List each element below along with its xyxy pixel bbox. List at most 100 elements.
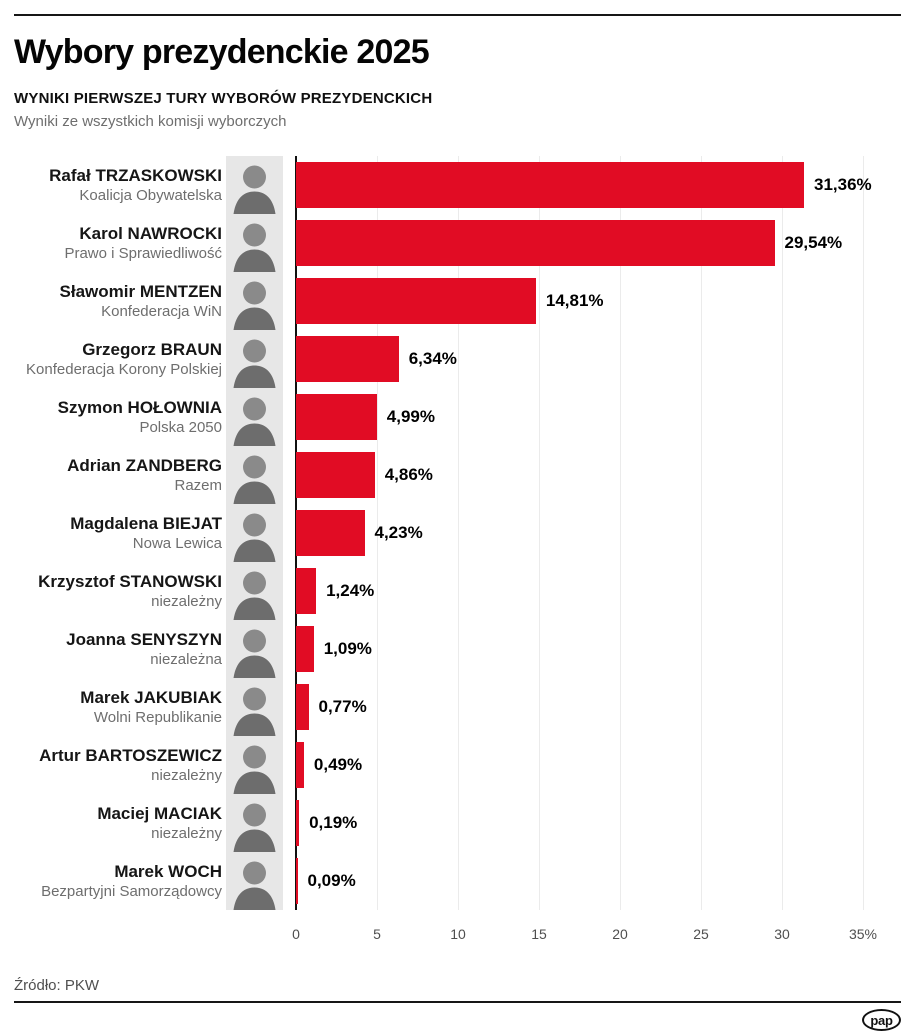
- bar-track: 31,36%: [296, 162, 915, 208]
- person-silhouette-icon: [226, 620, 283, 678]
- person-silhouette-icon: [226, 272, 283, 330]
- result-bar: [296, 858, 298, 904]
- candidate-party: Polska 2050: [139, 419, 222, 436]
- candidate-photo: [226, 504, 283, 562]
- candidate-name: Grzegorz BRAUN: [82, 340, 222, 359]
- vertical-gridline: [458, 156, 459, 910]
- vertical-gridline: [377, 156, 378, 910]
- candidate-labels: Grzegorz BRAUN Konfederacja Korony Polsk…: [14, 339, 222, 379]
- candidate-labels: Marek JAKUBIAK Wolni Republikanie: [14, 687, 222, 727]
- candidate-party: niezależna: [150, 651, 222, 668]
- candidate-name: Maciej MACIAK: [97, 804, 222, 823]
- bar-track: 0,77%: [296, 684, 915, 730]
- result-bar: [296, 162, 804, 208]
- result-value: 29,54%: [784, 233, 843, 252]
- vertical-gridline: [782, 156, 783, 910]
- candidate-row: Rafał TRZASKOWSKI Koalicja Obywatelska 3…: [0, 156, 915, 214]
- bar-track: 0,19%: [296, 800, 915, 846]
- candidate-name: Marek WOCH: [114, 862, 222, 881]
- page-title: Wybory prezydenckie 2025: [14, 33, 430, 71]
- x-tick-label: 10: [450, 926, 466, 942]
- candidate-row: Adrian ZANDBERG Razem 4,86%: [0, 446, 915, 504]
- candidate-row: Karol NAWROCKI Prawo i Sprawiedliwość 29…: [0, 214, 915, 272]
- result-value: 1,24%: [326, 581, 375, 600]
- candidate-row: Sławomir MENTZEN Konfederacja WiN 14,81%: [0, 272, 915, 330]
- result-value: 0,09%: [307, 871, 356, 890]
- bar-track: 1,09%: [296, 626, 915, 672]
- candidate-labels: Krzysztof STANOWSKI niezależny: [14, 571, 222, 611]
- chart-rows: Rafał TRZASKOWSKI Koalicja Obywatelska 3…: [0, 156, 915, 910]
- candidate-labels: Adrian ZANDBERG Razem: [14, 455, 222, 495]
- candidate-photo: [226, 272, 283, 330]
- result-bar: [296, 452, 375, 498]
- result-value: 6,34%: [408, 349, 457, 368]
- candidate-photo: [226, 678, 283, 736]
- candidate-party: Nowa Lewica: [132, 535, 222, 552]
- result-bar: [296, 568, 317, 614]
- source-note: Źródło: PKW: [14, 977, 100, 994]
- candidate-photo: [226, 446, 283, 504]
- vertical-gridline: [701, 156, 702, 910]
- candidate-labels: Sławomir MENTZEN Konfederacja WiN: [14, 281, 222, 321]
- result-bar: [296, 800, 300, 846]
- bar-track: 6,34%: [296, 336, 915, 382]
- candidate-labels: Rafał TRZASKOWSKI Koalicja Obywatelska: [14, 165, 222, 205]
- result-bar: [296, 394, 377, 440]
- candidate-name: Karol NAWROCKI: [79, 224, 222, 243]
- result-bar: [296, 510, 365, 556]
- candidate-name: Joanna SENYSZYN: [66, 630, 222, 649]
- candidate-name: Sławomir MENTZEN: [59, 282, 222, 301]
- candidate-party: Bezpartyjni Samorządowcy: [41, 883, 222, 900]
- candidate-photo: [226, 794, 283, 852]
- candidate-photo: [226, 330, 283, 388]
- bottom-divider: [14, 1001, 901, 1003]
- bar-track: 29,54%: [296, 220, 915, 266]
- axis-ticks: 0 5 10 15 20 25 30 35%: [0, 926, 915, 944]
- candidate-labels: Szymon HOŁOWNIA Polska 2050: [14, 397, 222, 437]
- candidate-row: Artur BARTOSZEWICZ niezależny 0,49%: [0, 736, 915, 794]
- vertical-gridline: [620, 156, 621, 910]
- candidate-photo: [226, 620, 283, 678]
- result-bar: [296, 626, 314, 672]
- candidate-party: Konfederacja Korony Polskiej: [26, 361, 222, 378]
- top-divider: [14, 14, 901, 16]
- result-bar: [296, 220, 775, 266]
- result-value: 0,49%: [313, 755, 363, 774]
- candidate-row: Maciej MACIAK niezależny 0,19%: [0, 794, 915, 852]
- bar-track: 4,99%: [296, 394, 915, 440]
- pap-logo: pap: [862, 1009, 901, 1031]
- bar-track: 4,86%: [296, 452, 915, 498]
- person-silhouette-icon: [226, 214, 283, 272]
- candidate-photo: [226, 388, 283, 446]
- chart-subtitle: WYNIKI PIERWSZEJ TURY WYBORÓW PREZYDENCK…: [14, 90, 433, 107]
- person-silhouette-icon: [226, 678, 283, 736]
- person-silhouette-icon: [226, 330, 283, 388]
- bar-track: 0,49%: [296, 742, 915, 788]
- result-bar: [296, 684, 309, 730]
- result-bar: [296, 278, 536, 324]
- candidate-labels: Maciej MACIAK niezależny: [14, 803, 222, 843]
- result-value: 4,99%: [386, 407, 435, 426]
- result-value: 4,23%: [374, 523, 423, 542]
- candidate-party: niezależny: [151, 767, 222, 784]
- x-tick-label: 5: [373, 926, 381, 942]
- candidate-row: Marek WOCH Bezpartyjni Samorządowcy 0,09…: [0, 852, 915, 910]
- candidate-labels: Joanna SENYSZYN niezależna: [14, 629, 222, 669]
- result-value: 0,77%: [318, 697, 367, 716]
- candidate-labels: Marek WOCH Bezpartyjni Samorządowcy: [14, 861, 222, 901]
- chart-description: Wyniki ze wszystkich komisji wyborczych: [14, 113, 287, 130]
- bar-track: 14,81%: [296, 278, 915, 324]
- result-bar: [296, 742, 304, 788]
- result-value: 31,36%: [814, 175, 872, 194]
- candidate-photo: [226, 736, 283, 794]
- person-silhouette-icon: [226, 562, 283, 620]
- person-silhouette-icon: [226, 446, 283, 504]
- candidate-party: niezależny: [151, 825, 222, 842]
- candidate-party: Razem: [174, 477, 222, 494]
- candidate-party: niezależny: [151, 593, 222, 610]
- x-tick-label: 30: [774, 926, 790, 942]
- vertical-gridline: [863, 156, 864, 910]
- person-silhouette-icon: [226, 736, 283, 794]
- bar-track: 0,09%: [296, 858, 915, 904]
- candidate-party: Koalicja Obywatelska: [79, 187, 222, 204]
